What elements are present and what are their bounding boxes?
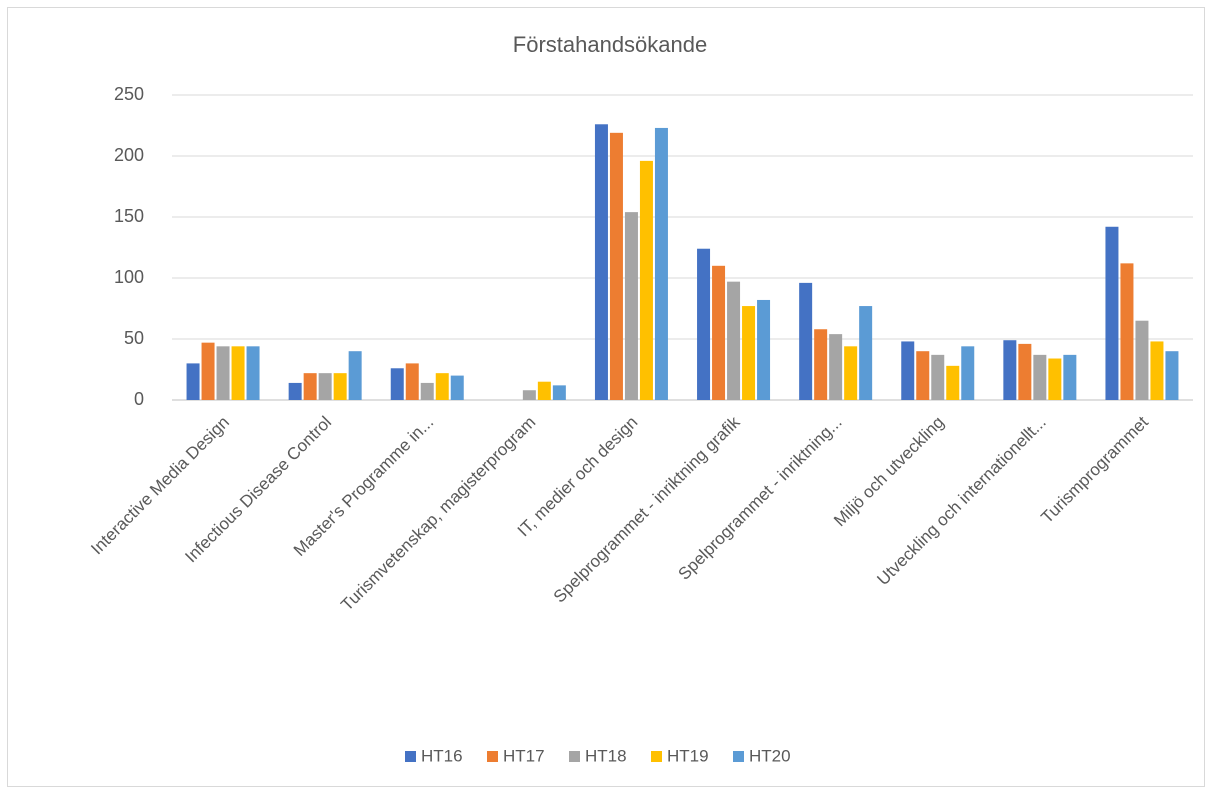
legend-swatch — [405, 751, 416, 762]
legend-swatch — [569, 751, 580, 762]
bar — [814, 329, 828, 400]
y-tick-label: 200 — [114, 145, 144, 165]
bar — [946, 365, 960, 400]
bar — [1135, 320, 1149, 400]
bar — [757, 299, 771, 400]
legend-swatch — [733, 751, 744, 762]
bar — [318, 373, 332, 400]
bar — [216, 346, 230, 400]
bar — [333, 373, 347, 400]
legend-label: HT16 — [421, 746, 463, 765]
bar — [1150, 341, 1164, 400]
bar — [522, 390, 536, 400]
bar — [288, 382, 302, 400]
legend-label: HT18 — [585, 746, 627, 765]
bar — [931, 354, 945, 400]
bar — [727, 281, 741, 400]
bar — [1003, 340, 1017, 400]
bar — [186, 363, 200, 400]
chart-title: Förstahandsökande — [513, 32, 707, 57]
bar — [1165, 351, 1179, 400]
bar — [859, 306, 873, 400]
legend-swatch — [487, 751, 498, 762]
y-tick-label: 150 — [114, 206, 144, 226]
y-tick-label: 100 — [114, 267, 144, 287]
bar — [537, 381, 551, 400]
bar — [1048, 358, 1062, 400]
bar — [435, 373, 449, 400]
bar — [961, 346, 975, 400]
bar — [348, 351, 362, 400]
bar — [1018, 343, 1032, 400]
bar — [609, 132, 623, 400]
bar — [1120, 263, 1134, 400]
bar — [231, 346, 245, 400]
bar — [697, 248, 711, 400]
bar — [624, 212, 638, 400]
legend-label: HT17 — [503, 746, 545, 765]
bar — [201, 342, 215, 400]
y-tick-label: 0 — [134, 389, 144, 409]
bar — [1063, 354, 1077, 400]
legend-label: HT20 — [749, 746, 791, 765]
bar — [654, 127, 668, 400]
bar — [1105, 226, 1119, 400]
bar — [901, 341, 915, 400]
bar — [844, 346, 858, 400]
bar — [450, 375, 464, 400]
bar — [594, 124, 608, 400]
bar — [829, 334, 843, 400]
bar — [1033, 354, 1047, 400]
bar — [742, 306, 756, 400]
bar — [712, 265, 726, 400]
bar — [246, 346, 260, 400]
bar — [303, 373, 317, 400]
legend-swatch — [651, 751, 662, 762]
bar — [405, 363, 419, 400]
bar — [799, 282, 813, 400]
bar — [420, 382, 434, 400]
bar — [390, 368, 404, 400]
bar — [639, 160, 653, 400]
y-tick-label: 50 — [124, 328, 144, 348]
bar — [552, 385, 566, 400]
legend-label: HT19 — [667, 746, 709, 765]
bar — [916, 351, 930, 400]
y-tick-label: 250 — [114, 84, 144, 104]
